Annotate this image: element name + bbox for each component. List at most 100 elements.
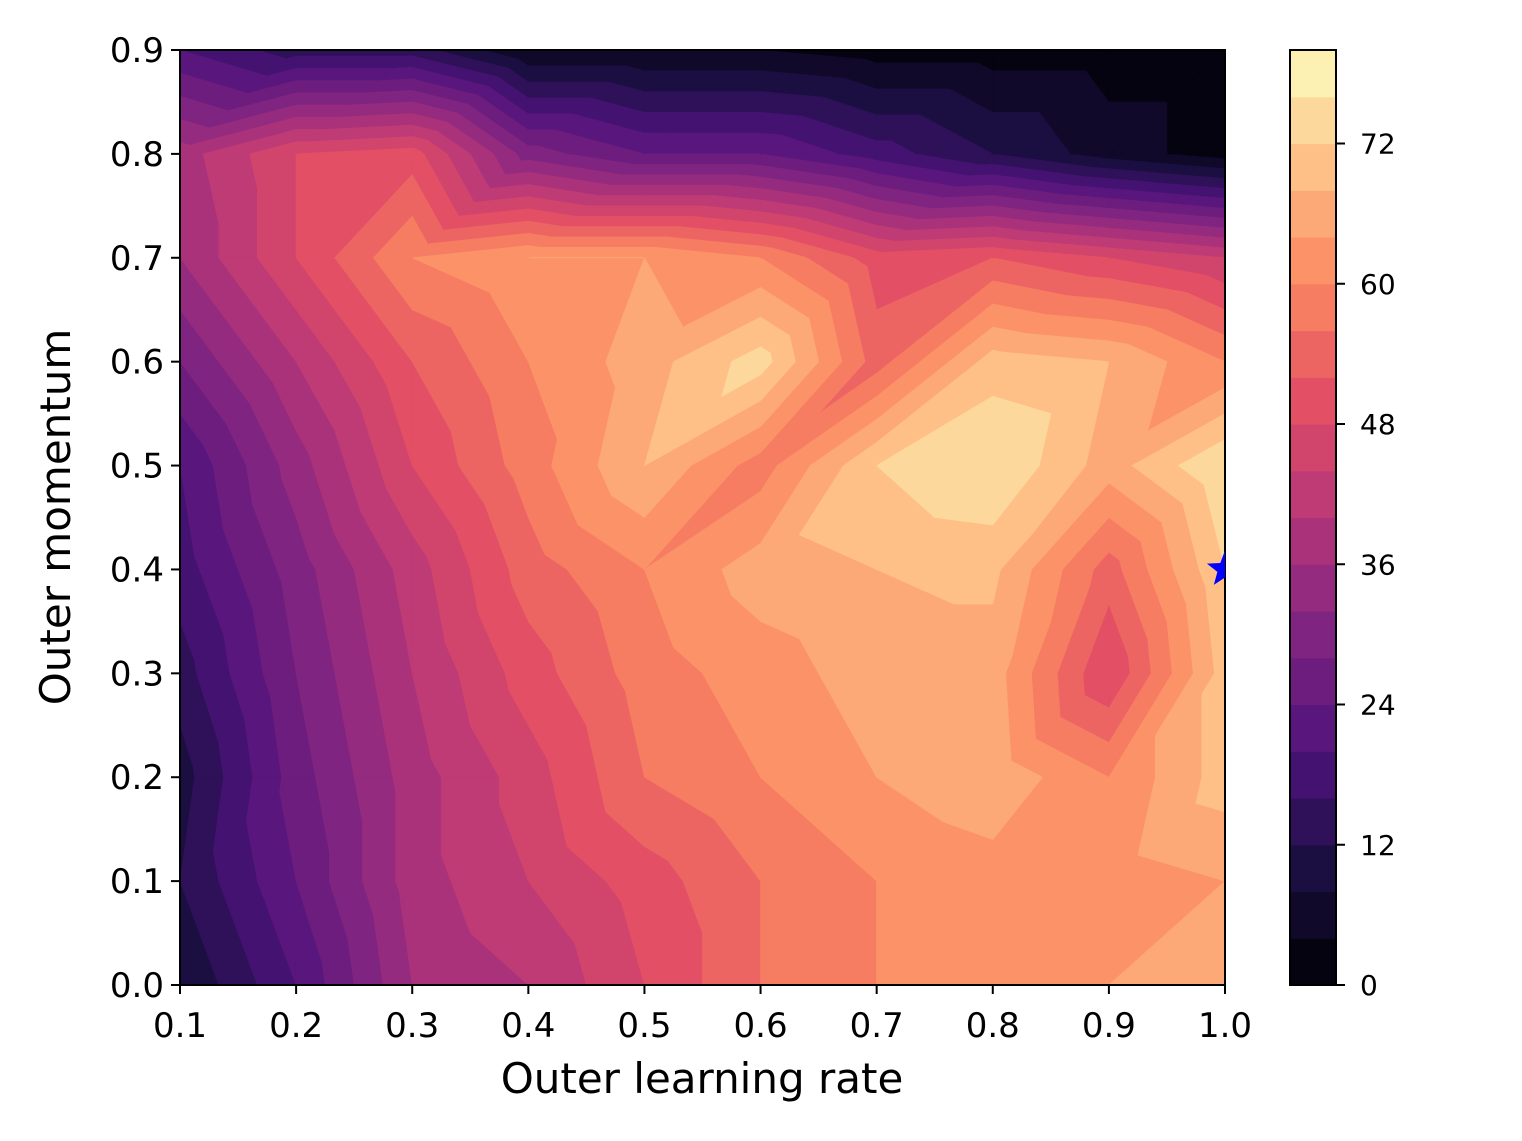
marker-layer — [1206, 550, 1225, 585]
best-point-star-marker — [1206, 550, 1225, 585]
colorbar-band-4-8 — [1290, 891, 1336, 939]
contour-band-56-60 — [411, 214, 429, 259]
colorbar-band-28-32 — [1290, 611, 1336, 659]
colorbar-band-40-44 — [1290, 470, 1336, 519]
contour-band-60-64 — [527, 247, 645, 259]
y-tick-label: 0.0 — [110, 966, 164, 1006]
colorbar-band-12-16 — [1290, 798, 1336, 846]
contour-band-44-48 — [573, 205, 645, 217]
contour-band-52-56 — [550, 226, 645, 238]
y-tick-label: 0.7 — [110, 239, 164, 279]
x-tick-label: 0.4 — [501, 1006, 555, 1046]
colorbar-tick-label: 48 — [1360, 408, 1396, 441]
x-tick-label: 0.9 — [1082, 1006, 1136, 1046]
colorbar-tick-label: 12 — [1360, 829, 1396, 862]
contour-band-68-72 — [1201, 672, 1225, 778]
x-axis-label: Outer learning rate — [501, 1054, 904, 1103]
contour-band-16-20 — [876, 140, 893, 155]
contour-band-56-60 — [539, 236, 645, 248]
contour-band-0-4 — [876, 50, 994, 64]
y-axis-label: Outer momentum — [31, 329, 80, 706]
plot-frame — [179, 49, 1226, 986]
x-tick-label: 0.1 — [153, 1006, 207, 1046]
colorbar-band-16-20 — [1290, 751, 1336, 799]
contour-band-68-72 — [1130, 413, 1225, 466]
colorbar-band-36-40 — [1290, 517, 1336, 565]
colorbar-band-52-56 — [1290, 330, 1336, 378]
y-tick-label: 0.2 — [110, 758, 164, 798]
contour-band-20-24 — [644, 132, 669, 155]
colorbar-band-64-68 — [1290, 190, 1336, 238]
colorbar-band-24-28 — [1290, 657, 1336, 706]
contour-band-48-52 — [876, 250, 884, 259]
contour-band-8-12 — [527, 65, 628, 83]
colorbar-band-0-4 — [1290, 938, 1336, 986]
contour-band-28-32 — [527, 145, 539, 155]
x-tick-label: 0.5 — [617, 1006, 671, 1046]
contour-band-32-36 — [180, 257, 227, 342]
colorbar-band-76-80 — [1290, 50, 1336, 98]
contour-band-4-8 — [527, 50, 645, 67]
contour-band-72-76 — [1177, 439, 1225, 466]
contour-band-16-20 — [295, 55, 407, 69]
contour-band-56-60 — [760, 245, 773, 259]
contour-band-64-68 — [644, 256, 684, 363]
y-tick-label: 0.1 — [110, 862, 164, 902]
contour-band-44-48 — [295, 141, 311, 155]
y-tick-label: 0.8 — [110, 135, 164, 175]
contour-band-48-52 — [992, 246, 1004, 259]
y-tick-label: 0.5 — [110, 447, 164, 487]
colorbar-tick-label: 0 — [1360, 969, 1378, 1002]
colorbar-band-20-24 — [1290, 704, 1336, 752]
x-tick-label: 0.3 — [385, 1006, 439, 1046]
colorbar: 0 12 24 36 48 60 72 — [1289, 49, 1396, 1002]
colorbar-band-60-64 — [1290, 237, 1336, 285]
contour-band-36-40 — [180, 141, 191, 155]
contour-band-68-72 — [992, 349, 1005, 363]
contour-band-48-52 — [562, 215, 645, 227]
x-tick-label: 0.6 — [734, 1006, 788, 1046]
colorbar-band-8-12 — [1290, 844, 1336, 893]
colorbar-tick-label: 72 — [1360, 128, 1396, 161]
contour-band-32-36 — [644, 174, 739, 186]
contour-band-24-28 — [644, 153, 762, 165]
contour-band-52-56 — [876, 257, 994, 363]
y-tick-label: 0.3 — [110, 654, 164, 694]
colorbar-band-44-48 — [1290, 424, 1336, 472]
y-tick-label: 0.6 — [110, 343, 164, 383]
contour-band-68-72 — [1205, 568, 1225, 674]
contour-band-20-24 — [760, 132, 783, 155]
y-tick-label: 0.4 — [110, 550, 164, 590]
colorbar-frame — [1289, 49, 1337, 986]
contour-band-44-48 — [1108, 247, 1120, 259]
colorbar-tick-label: 60 — [1360, 268, 1396, 301]
contour-band-28-32 — [644, 163, 750, 176]
contour-band-60-64 — [644, 247, 657, 259]
contour-band-72-76 — [992, 395, 1052, 467]
contour-band-48-52 — [411, 147, 418, 155]
contour-band-40-44 — [644, 195, 716, 207]
contour-band-8-12 — [992, 111, 1041, 155]
colorbar-tick-label: 24 — [1360, 689, 1396, 722]
colorbar-band-56-60 — [1290, 283, 1336, 332]
contour-fill-layer — [180, 50, 1225, 985]
x-tick-label: 0.8 — [966, 1006, 1020, 1046]
contour-band-4-8 — [1108, 101, 1168, 155]
colorbar-band-68-72 — [1290, 143, 1336, 191]
contour-band-64-68 — [1108, 880, 1225, 985]
y-axis: 0.0 0.1 0.2 0.3 0.4 0.5 0.6 0.7 0.8 0.9 — [110, 31, 180, 1006]
contour-band-24-28 — [295, 80, 379, 94]
colorbar-tick-label: 36 — [1360, 548, 1396, 581]
x-tick-label: 0.7 — [850, 1006, 904, 1046]
contour-band-72-76 — [760, 346, 771, 363]
colorbar-band-72-76 — [1290, 96, 1336, 145]
contour-band-20-24 — [295, 67, 393, 81]
contour-band-36-40 — [644, 184, 727, 196]
contour-band-36-40 — [395, 776, 413, 882]
y-tick-label: 0.9 — [110, 31, 164, 71]
contour-band-24-28 — [180, 361, 227, 446]
x-tick-label: 0.2 — [269, 1006, 323, 1046]
colorbar-band-48-52 — [1290, 377, 1336, 425]
x-axis: 0.1 0.2 0.3 0.4 0.5 0.6 0.7 0.8 0.9 1.0 — [153, 985, 1252, 1046]
